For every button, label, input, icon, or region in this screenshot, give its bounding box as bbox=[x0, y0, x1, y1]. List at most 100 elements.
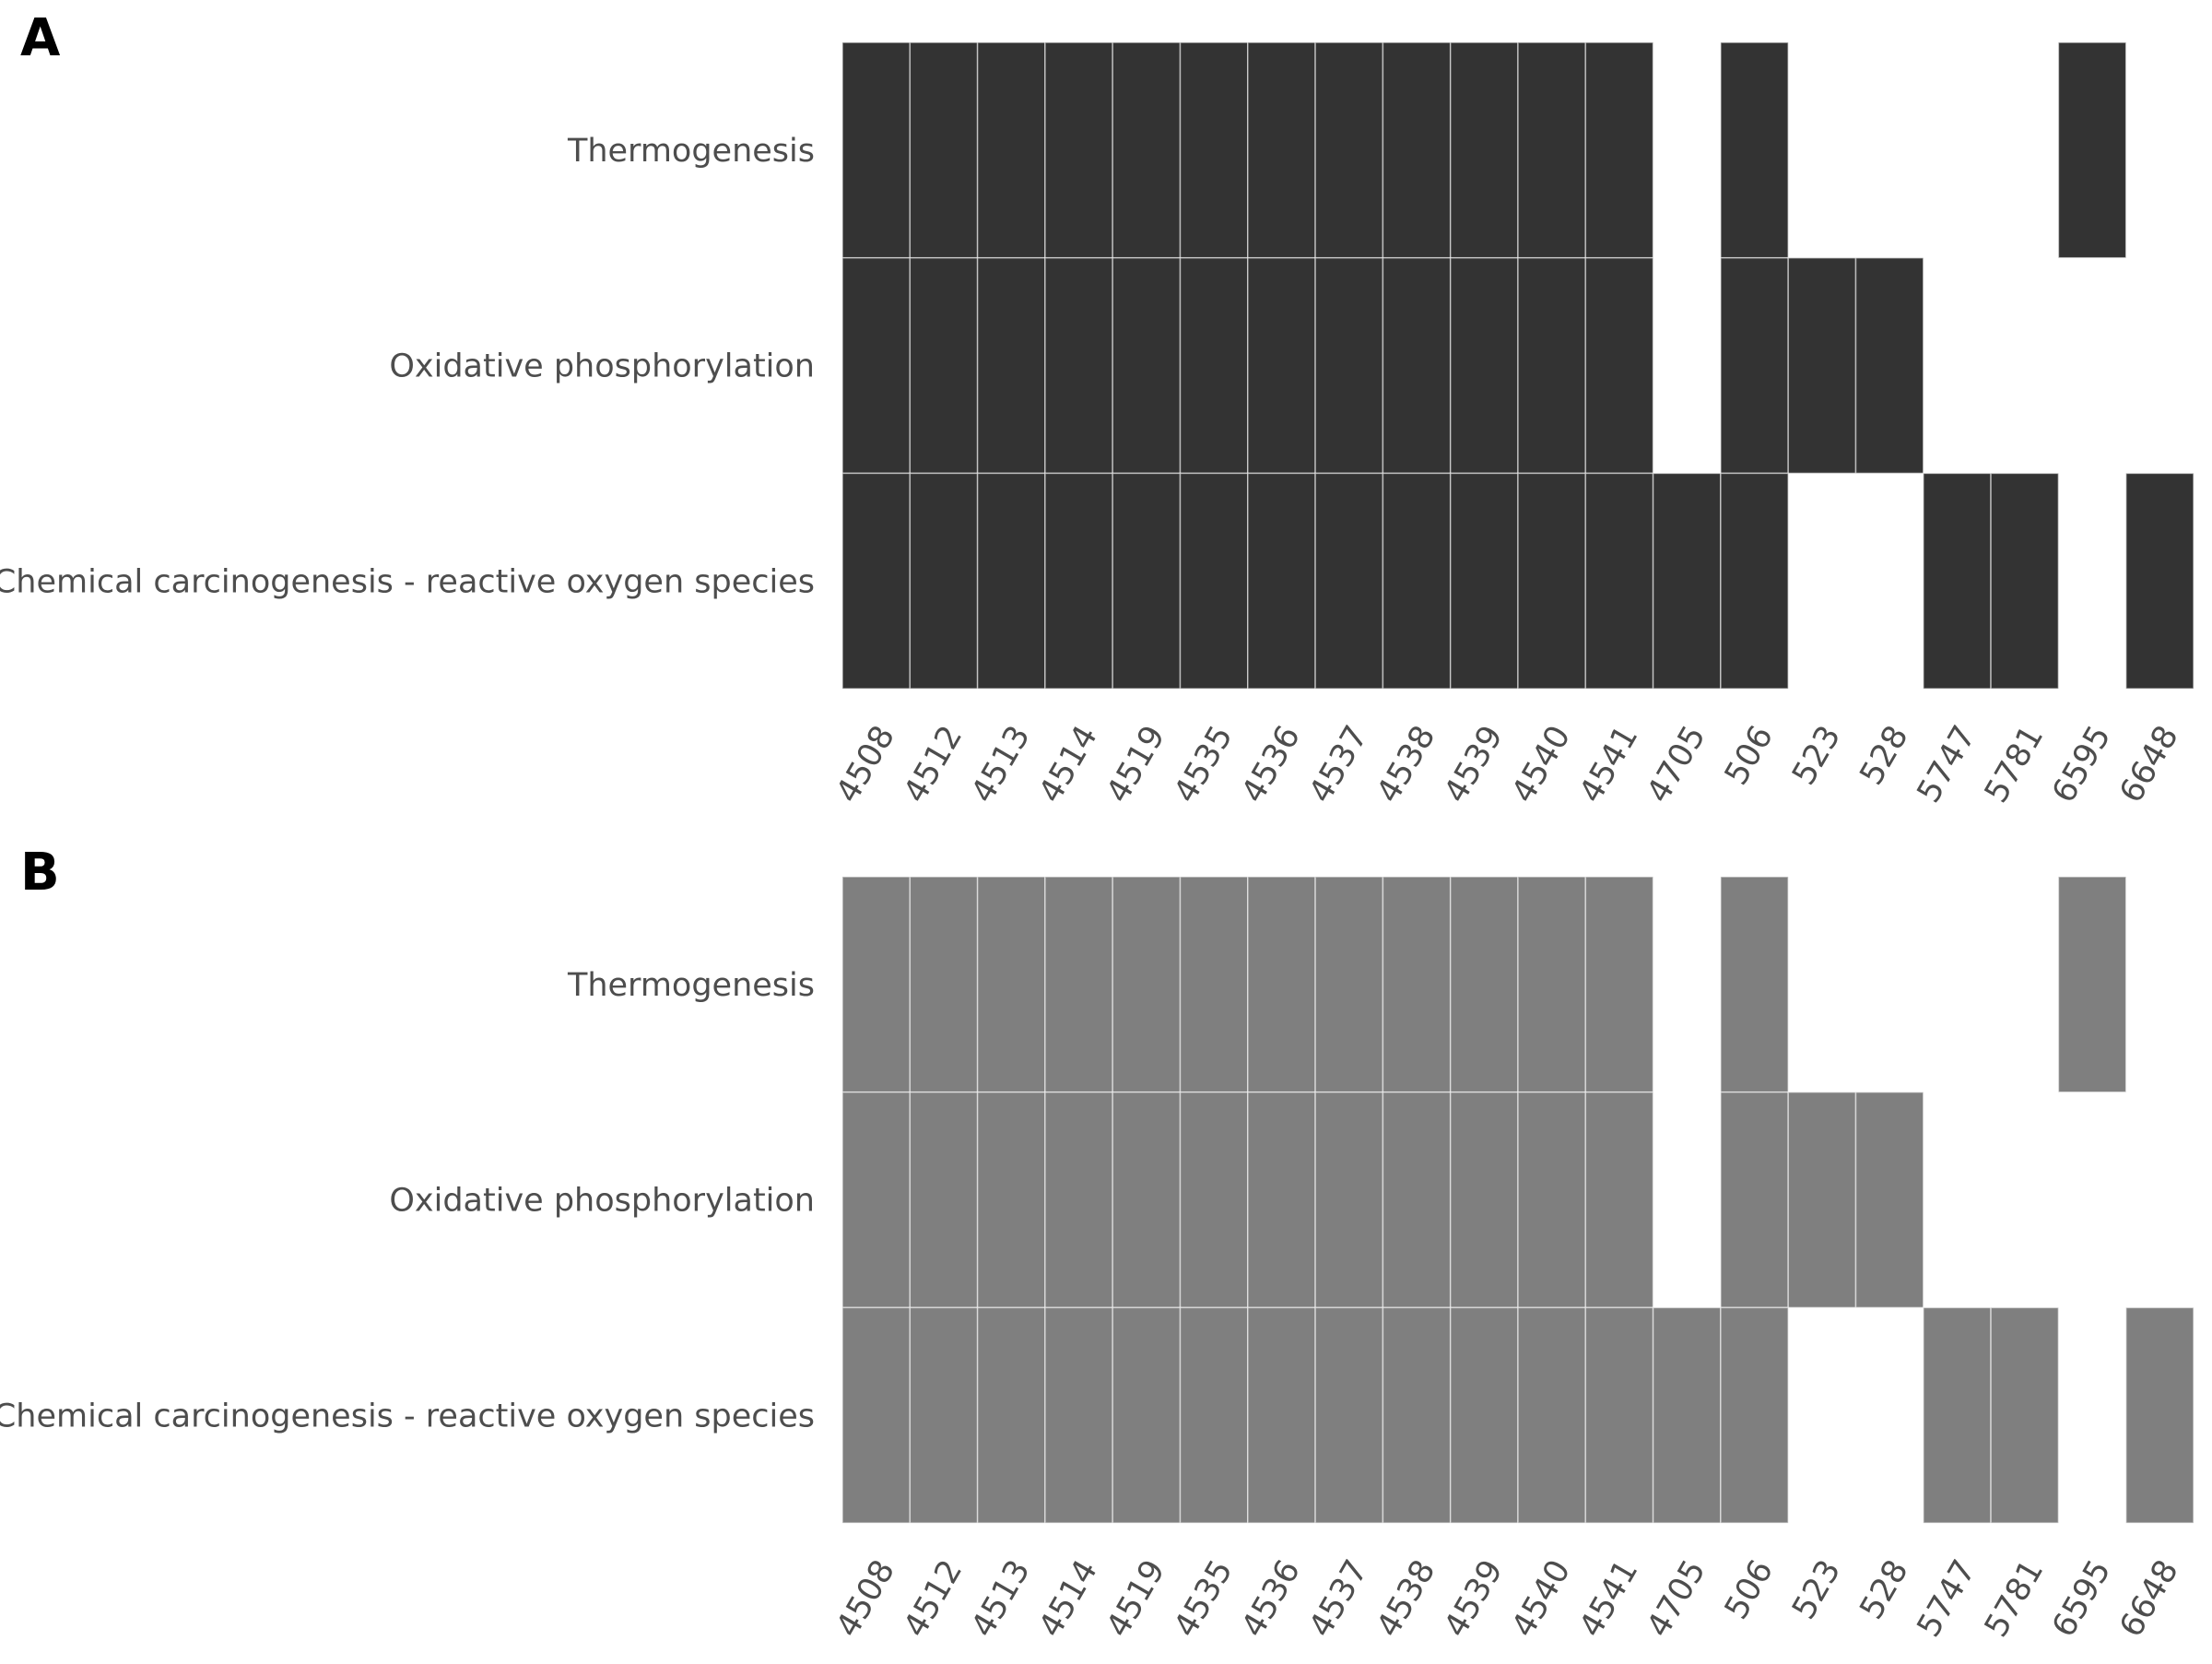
heat-cell bbox=[976, 41, 1046, 259]
heat-cell bbox=[1382, 876, 1452, 1093]
heat-cell bbox=[1179, 1091, 1249, 1309]
heat-cell bbox=[841, 1306, 912, 1524]
column-label: 4513 bbox=[965, 720, 1038, 809]
column-label: 4514 bbox=[1032, 1554, 1105, 1644]
heat-cell bbox=[1517, 1306, 1587, 1524]
column-label: 506 bbox=[1718, 720, 1781, 792]
column-label: 4512 bbox=[897, 1554, 970, 1644]
heat-cell bbox=[1720, 41, 1789, 259]
heat-cell bbox=[1247, 876, 1316, 1093]
column-label: 6648 bbox=[2113, 1554, 2186, 1644]
heat-cell bbox=[1517, 256, 1587, 475]
column-label: 4539 bbox=[1438, 720, 1511, 809]
heat-cell bbox=[1449, 1091, 1519, 1309]
heat-cell bbox=[1044, 876, 1113, 1093]
heat-cell bbox=[1314, 41, 1384, 259]
row-label: Thermogenesis bbox=[567, 967, 815, 1004]
heat-cell bbox=[1449, 41, 1519, 259]
heat-cell bbox=[841, 41, 912, 259]
column-label: 5747 bbox=[1911, 720, 1983, 809]
heat-cell bbox=[976, 876, 1046, 1093]
row-label: Thermogenesis bbox=[567, 133, 815, 170]
row-label: Oxidative phosphorylation bbox=[389, 348, 815, 385]
heat-cell bbox=[1382, 41, 1452, 259]
column-label: 4541 bbox=[1572, 1554, 1645, 1644]
column-label: 4540 bbox=[1505, 720, 1578, 809]
heat-cell bbox=[976, 472, 1046, 690]
heat-cell bbox=[1449, 256, 1519, 475]
column-label: 4519 bbox=[1100, 1554, 1172, 1644]
heat-cell bbox=[1584, 1306, 1654, 1524]
heat-cell bbox=[1517, 472, 1587, 690]
heat-cell bbox=[1314, 876, 1384, 1093]
column-label: 4538 bbox=[1370, 1554, 1442, 1644]
heat-cell bbox=[841, 1091, 912, 1309]
heat-cell bbox=[1179, 472, 1249, 690]
heat-cell bbox=[1044, 1091, 1113, 1309]
column-label: 6595 bbox=[2045, 720, 2118, 809]
heat-cell bbox=[1517, 876, 1587, 1093]
column-label: 523 bbox=[1785, 1554, 1848, 1626]
column-label: 4537 bbox=[1302, 1554, 1375, 1644]
heat-cell bbox=[1179, 1306, 1249, 1524]
panel-b: B Thermogenesis Oxidative phosphorylation… bbox=[0, 834, 2212, 1664]
heat-cell bbox=[1584, 472, 1654, 690]
heat-cell bbox=[1449, 472, 1519, 690]
heat-cell bbox=[1720, 472, 1789, 690]
heat-cell bbox=[2124, 1306, 2194, 1524]
column-label: 4508 bbox=[830, 720, 902, 809]
column-label: 4514 bbox=[1032, 720, 1105, 809]
heat-cell bbox=[1787, 256, 1857, 475]
heat-cell bbox=[1112, 876, 1182, 1093]
heat-cell bbox=[1584, 41, 1654, 259]
heat-cell bbox=[1652, 1306, 1722, 1524]
heat-cell bbox=[1247, 1091, 1316, 1309]
heat-cell bbox=[1584, 876, 1654, 1093]
column-label: 5747 bbox=[1911, 1554, 1983, 1644]
column-label: 4519 bbox=[1100, 720, 1172, 809]
heat-cell bbox=[909, 472, 979, 690]
heat-cell bbox=[1517, 41, 1587, 259]
heat-cell bbox=[1044, 256, 1113, 475]
column-label: 4535 bbox=[1167, 720, 1240, 809]
heat-cell bbox=[1720, 876, 1789, 1093]
column-label: 4539 bbox=[1438, 1554, 1511, 1644]
heat-cell bbox=[1382, 256, 1452, 475]
column-label: 5781 bbox=[1978, 1554, 2051, 1644]
heat-cell bbox=[1990, 472, 2060, 690]
heat-cell bbox=[1787, 1091, 1857, 1309]
heat-cell bbox=[841, 256, 912, 475]
heat-cell bbox=[1179, 876, 1249, 1093]
column-label: 4540 bbox=[1505, 1554, 1578, 1644]
heat-cell bbox=[2057, 41, 2127, 259]
column-label: 528 bbox=[1853, 720, 1916, 792]
column-label: 4536 bbox=[1235, 1554, 1308, 1644]
heat-cell bbox=[909, 876, 979, 1093]
heat-cell bbox=[1517, 1091, 1587, 1309]
column-label: 4537 bbox=[1302, 720, 1375, 809]
heat-cell bbox=[1382, 1306, 1452, 1524]
row-label: Oxidative phosphorylation bbox=[389, 1183, 815, 1220]
heat-cell bbox=[909, 1091, 979, 1309]
column-label: 4705 bbox=[1641, 1554, 1713, 1644]
heat-cell bbox=[1247, 41, 1316, 259]
heat-cell bbox=[1044, 41, 1113, 259]
column-label: 4513 bbox=[965, 1554, 1038, 1644]
column-label: 4541 bbox=[1572, 720, 1645, 809]
column-label: 523 bbox=[1785, 720, 1848, 792]
heat-cell bbox=[976, 1091, 1046, 1309]
heat-cell bbox=[1247, 472, 1316, 690]
heat-cell bbox=[1854, 256, 1924, 475]
heat-cell bbox=[1923, 1306, 1992, 1524]
heat-cell bbox=[1314, 1306, 1384, 1524]
heat-cell bbox=[1247, 256, 1316, 475]
heat-cell bbox=[1314, 1091, 1384, 1309]
heat-cell bbox=[909, 1306, 979, 1524]
panel-tag: B bbox=[20, 843, 60, 903]
heat-cell bbox=[1584, 1091, 1654, 1309]
heat-cell bbox=[1044, 472, 1113, 690]
heat-cell bbox=[2124, 472, 2194, 690]
column-label: 6595 bbox=[2045, 1554, 2118, 1644]
column-label: 4536 bbox=[1235, 720, 1308, 809]
heat-cell bbox=[2057, 876, 2127, 1093]
